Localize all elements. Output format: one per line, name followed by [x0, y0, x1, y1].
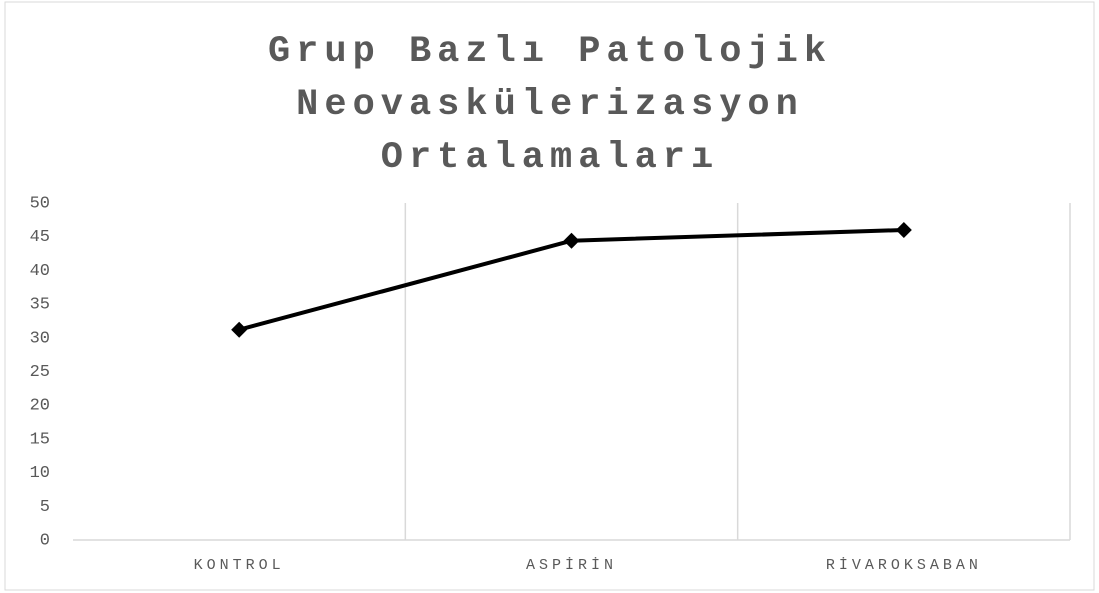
chart-border [4, 1, 1095, 591]
y-tick-label: 50 [30, 194, 50, 213]
x-tick-label: KONTROL [194, 557, 285, 574]
marker [563, 232, 580, 249]
y-tick-label: 40 [30, 262, 50, 281]
marker [895, 221, 912, 238]
y-tick-label: 15 [30, 430, 50, 449]
y-tick-label: 25 [30, 363, 50, 382]
x-tick-label: ASPİRİN [526, 556, 617, 574]
y-tick-label: 10 [30, 464, 50, 483]
y-tick-label: 5 [40, 498, 50, 517]
marker [231, 321, 248, 338]
chart-title: Grup Bazlı Patolojik Neovaskülerizasyon … [267, 31, 833, 179]
y-tick-label: 20 [30, 397, 50, 416]
y-tick-label: 35 [30, 296, 50, 315]
x-tick-label: RİVAROKSABAN [826, 556, 982, 574]
y-tick-label: 45 [30, 228, 50, 247]
y-tick-label: 0 [40, 531, 50, 550]
y-tick-label: 30 [30, 329, 50, 348]
